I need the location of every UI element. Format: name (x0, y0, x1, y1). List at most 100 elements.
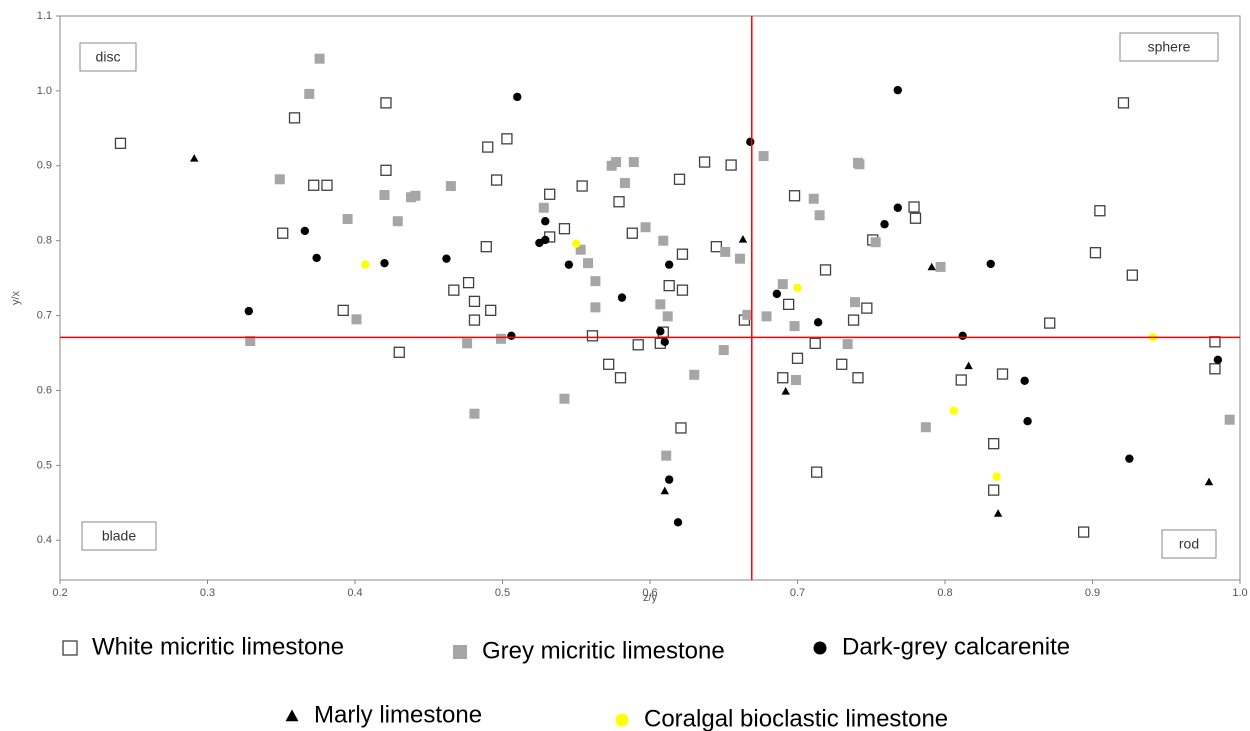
quadrant-label: disc (96, 49, 121, 65)
point (590, 302, 601, 313)
point (813, 318, 823, 327)
point (564, 260, 574, 269)
x-tick-label: 0.5 (495, 587, 510, 599)
point (791, 352, 804, 364)
point (789, 321, 800, 332)
point (558, 223, 571, 235)
point (337, 304, 349, 317)
point (836, 358, 848, 370)
point (927, 262, 936, 271)
point (964, 361, 973, 370)
point (777, 279, 788, 290)
point (811, 466, 823, 478)
y-tick-label: 1.1 (37, 10, 52, 22)
point (1094, 205, 1106, 217)
point (720, 246, 731, 257)
legend-marker (453, 645, 467, 659)
point (1020, 376, 1029, 385)
point (988, 438, 1000, 450)
point (746, 137, 755, 147)
point (734, 253, 745, 264)
point (783, 298, 795, 311)
point (655, 299, 666, 310)
point (673, 518, 683, 527)
point (893, 203, 902, 212)
quadrant-label: sphere (1148, 39, 1191, 55)
point (958, 331, 967, 341)
point (480, 241, 492, 253)
point (361, 260, 370, 269)
point (663, 279, 675, 292)
point (698, 156, 711, 168)
point (392, 216, 403, 227)
legend-label: Coralgal bioclastic limestone (644, 705, 948, 731)
point (814, 210, 825, 221)
point (541, 217, 550, 226)
legend-marker (813, 641, 827, 655)
point (1117, 97, 1130, 109)
point (870, 237, 881, 248)
point (468, 314, 481, 326)
point (738, 235, 748, 243)
y-tick-label: 1.0 (37, 85, 52, 97)
point (781, 387, 790, 395)
point (1044, 317, 1056, 329)
y-tick-label: 0.4 (37, 534, 52, 546)
point (603, 358, 615, 370)
x-tick-label: 0.9 (1085, 587, 1100, 599)
y-tick-label: 0.7 (37, 310, 52, 322)
x-axis-label: z/y (643, 592, 658, 604)
point (380, 258, 389, 268)
point (590, 276, 601, 287)
point (114, 137, 127, 149)
point (996, 368, 1009, 380)
point (611, 157, 622, 168)
point (664, 475, 674, 484)
point (572, 239, 581, 248)
point (513, 92, 522, 102)
point (909, 212, 922, 224)
x-tick-label: 0.3 (200, 587, 215, 599)
point (583, 258, 594, 269)
point (469, 408, 480, 419)
point (576, 180, 588, 192)
x-tick-label: 0.7 (790, 587, 805, 599)
point (304, 88, 315, 99)
y-tick-label: 0.8 (37, 235, 52, 247)
label-box (1161, 529, 1217, 559)
quadrant-label: blade (102, 528, 136, 544)
x-tick-label: 0.4 (347, 587, 362, 599)
point (541, 235, 550, 245)
point (614, 372, 627, 384)
point (861, 302, 873, 314)
point (586, 330, 599, 342)
point (673, 173, 686, 185)
point (379, 190, 390, 201)
point (640, 222, 651, 233)
quadrant-label: rod (1179, 536, 1199, 552)
point (880, 220, 889, 229)
point (575, 244, 586, 255)
point (788, 190, 801, 202)
point (710, 241, 723, 253)
point (819, 264, 832, 276)
point (482, 141, 494, 153)
y-tick-label: 0.9 (37, 160, 52, 172)
plot-frame (59, 15, 1241, 581)
point (660, 337, 669, 347)
label-box (1119, 32, 1219, 62)
quadrant-labels: disc sphere blade rod (79, 32, 1219, 559)
point (809, 337, 821, 349)
y-tick-label: 0.6 (37, 384, 52, 396)
point (277, 227, 289, 239)
legend-marker (285, 709, 299, 722)
x-tick-label: 0.6 (642, 587, 657, 599)
point (190, 154, 199, 162)
point (442, 254, 451, 263)
point (288, 112, 301, 124)
point (501, 133, 513, 145)
point (312, 253, 321, 263)
point (992, 472, 1001, 481)
legend-label: Grey micritic limestone (482, 637, 725, 664)
